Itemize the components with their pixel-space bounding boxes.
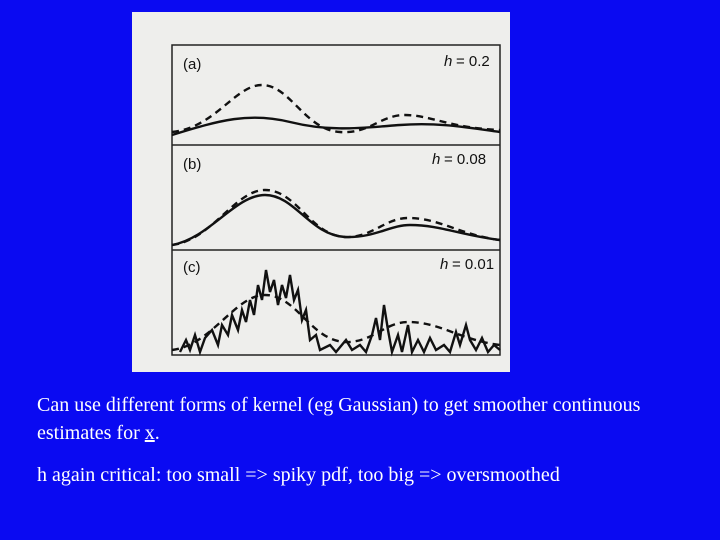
panel-label: (a) (183, 56, 201, 73)
caption-text: . (154, 422, 160, 444)
true-density-curve (171, 293, 501, 352)
panel-label: (c) (183, 259, 201, 276)
caption-line: Can use different forms of kernel (eg Ga… (37, 391, 697, 447)
estimate-curve (178, 269, 501, 357)
h-symbol: h (444, 53, 452, 70)
caption-text: Can use different forms of kernel (eg Ga… (37, 394, 641, 444)
h-symbol: h (440, 256, 448, 273)
estimate-curve (171, 116, 501, 137)
true-density-curve (171, 83, 501, 134)
panel-label: (b) (183, 156, 201, 173)
h-value: = 0.08 (444, 151, 486, 168)
estimate-curve (171, 193, 501, 247)
true-density-curve (171, 188, 501, 247)
h-value: = 0.2 (456, 53, 490, 70)
h-symbol: h (432, 151, 440, 168)
caption-variable: x (144, 422, 155, 444)
caption-line: h again critical: too small => spiky pdf… (37, 464, 560, 486)
h-value: = 0.01 (452, 256, 494, 273)
panel-frame (171, 44, 501, 356)
figure-background (132, 12, 510, 372)
